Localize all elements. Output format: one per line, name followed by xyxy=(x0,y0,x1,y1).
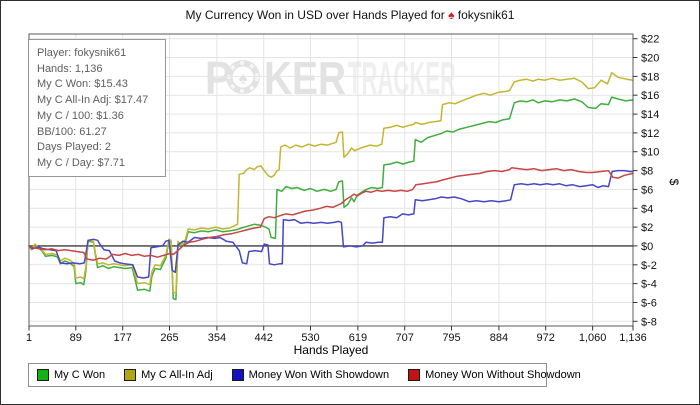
x-tick-label: 795 xyxy=(442,332,460,344)
y-tick-label: $0 xyxy=(641,241,653,253)
legend-label: Money Won Without Showdown xyxy=(425,369,581,381)
series-line-3 xyxy=(28,167,634,261)
x-tick-label: 1,060 xyxy=(579,332,607,344)
x-tick-label: 177 xyxy=(114,332,132,344)
y-tick-label: $18 xyxy=(641,71,659,83)
spade-icon: ♠ xyxy=(448,8,455,22)
y-tick-label: $-8 xyxy=(641,316,657,328)
y-tick-label: $14 xyxy=(641,109,659,121)
stat-my-c-per-100: My C / 100: $1.36 xyxy=(37,109,124,122)
y-tick-label: $22 xyxy=(641,34,659,46)
x-tick-label: 972 xyxy=(537,332,555,344)
y-tick-label: $8 xyxy=(641,166,653,178)
stat-bb-per-100: BB/100: 61.27 xyxy=(37,125,107,138)
stat-my-c-won: My C Won: $15.43 xyxy=(37,78,128,91)
x-tick-label: 884 xyxy=(490,332,508,344)
watermark-spade-icon: ♠ xyxy=(239,71,248,88)
stat-hands: Hands: 1,136 xyxy=(37,62,103,75)
series-line-0 xyxy=(28,96,634,301)
legend-label: Money Won With Showdown xyxy=(248,369,390,381)
x-tick-label: 1 xyxy=(26,332,32,344)
legend-item-my-c-won: My C Won xyxy=(37,369,105,381)
watermark-tracker: TRACKER xyxy=(348,52,456,104)
legend-item-money-won-without-showdown: Money Won Without Showdown xyxy=(408,369,581,381)
x-tick-label: 354 xyxy=(208,332,226,344)
y-tick-label: $-2 xyxy=(641,260,657,272)
y-tick-label: $16 xyxy=(641,90,659,102)
y-tick-label: $-6 xyxy=(641,298,657,310)
stat-my-c-all-in-adj: My C All-In Adj: $17.47 xyxy=(37,94,149,107)
y-tick-label: $20 xyxy=(641,53,659,65)
plot-border xyxy=(28,33,634,327)
x-tick-label: 442 xyxy=(255,332,273,344)
legend-label: My C All-In Adj xyxy=(141,369,213,381)
stat-my-c-per-day: My C / Day: $7.71 xyxy=(37,156,126,169)
legend-item-money-won-with-showdown: Money Won With Showdown xyxy=(231,369,390,381)
legend-swatch-green-icon xyxy=(37,369,49,381)
series-layer xyxy=(28,71,634,301)
stats-info-box: Player: fokysnik61 Hands: 1,136 My C Won… xyxy=(28,39,166,177)
x-tick-label: 619 xyxy=(349,332,367,344)
poker-chip-icon: ♠ xyxy=(226,60,260,94)
chart-title: My Currency Won in USD over Hands Played… xyxy=(1,8,699,22)
x-tick-label: 1,136 xyxy=(619,332,647,344)
legend-label: My C Won xyxy=(54,369,106,381)
x-tick-label: 89 xyxy=(70,332,82,344)
y-tick-label: $10 xyxy=(641,147,659,159)
y-tick-label: $2 xyxy=(641,222,653,234)
y-tick-label: $4 xyxy=(641,203,653,215)
x-tick-label: 265 xyxy=(160,332,178,344)
y-tick-label: $6 xyxy=(641,184,653,196)
stat-player: Player: fokysnik61 xyxy=(37,47,127,59)
series-line-2 xyxy=(28,169,634,279)
stat-days-played: Days Played: 2 xyxy=(37,141,111,154)
legend: My C Won My C All-In Adj Money Won With … xyxy=(28,363,581,387)
series-line-1 xyxy=(28,71,634,294)
legend-swatch-olive-icon xyxy=(124,369,137,381)
watermark: P ♠ KER TRACKER xyxy=(205,52,456,104)
legend-swatch-blue-icon xyxy=(231,369,244,381)
y-axis-title: $ xyxy=(667,179,681,186)
x-tick-label: 707 xyxy=(396,332,414,344)
chart-title-player: fokysnik61 xyxy=(457,8,515,22)
y-tick-label: $-4 xyxy=(641,279,657,291)
chart-title-text: My Currency Won in USD over Hands Played… xyxy=(185,8,445,22)
x-tick-label: 530 xyxy=(301,332,319,344)
legend-item-my-c-all-in-adj: My C All-In Adj xyxy=(124,369,213,381)
x-axis-title: Hands Played xyxy=(294,343,369,357)
legend-swatch-red-icon xyxy=(408,369,421,381)
y-tick-label: $12 xyxy=(641,128,659,140)
watermark-ker: KER xyxy=(264,52,346,104)
axis-layer: $-8 $-6 $-4 $-2 $0 $2 $4 $6 $8 $10 $12 $14 $16 $18 $20… xyxy=(26,34,659,344)
